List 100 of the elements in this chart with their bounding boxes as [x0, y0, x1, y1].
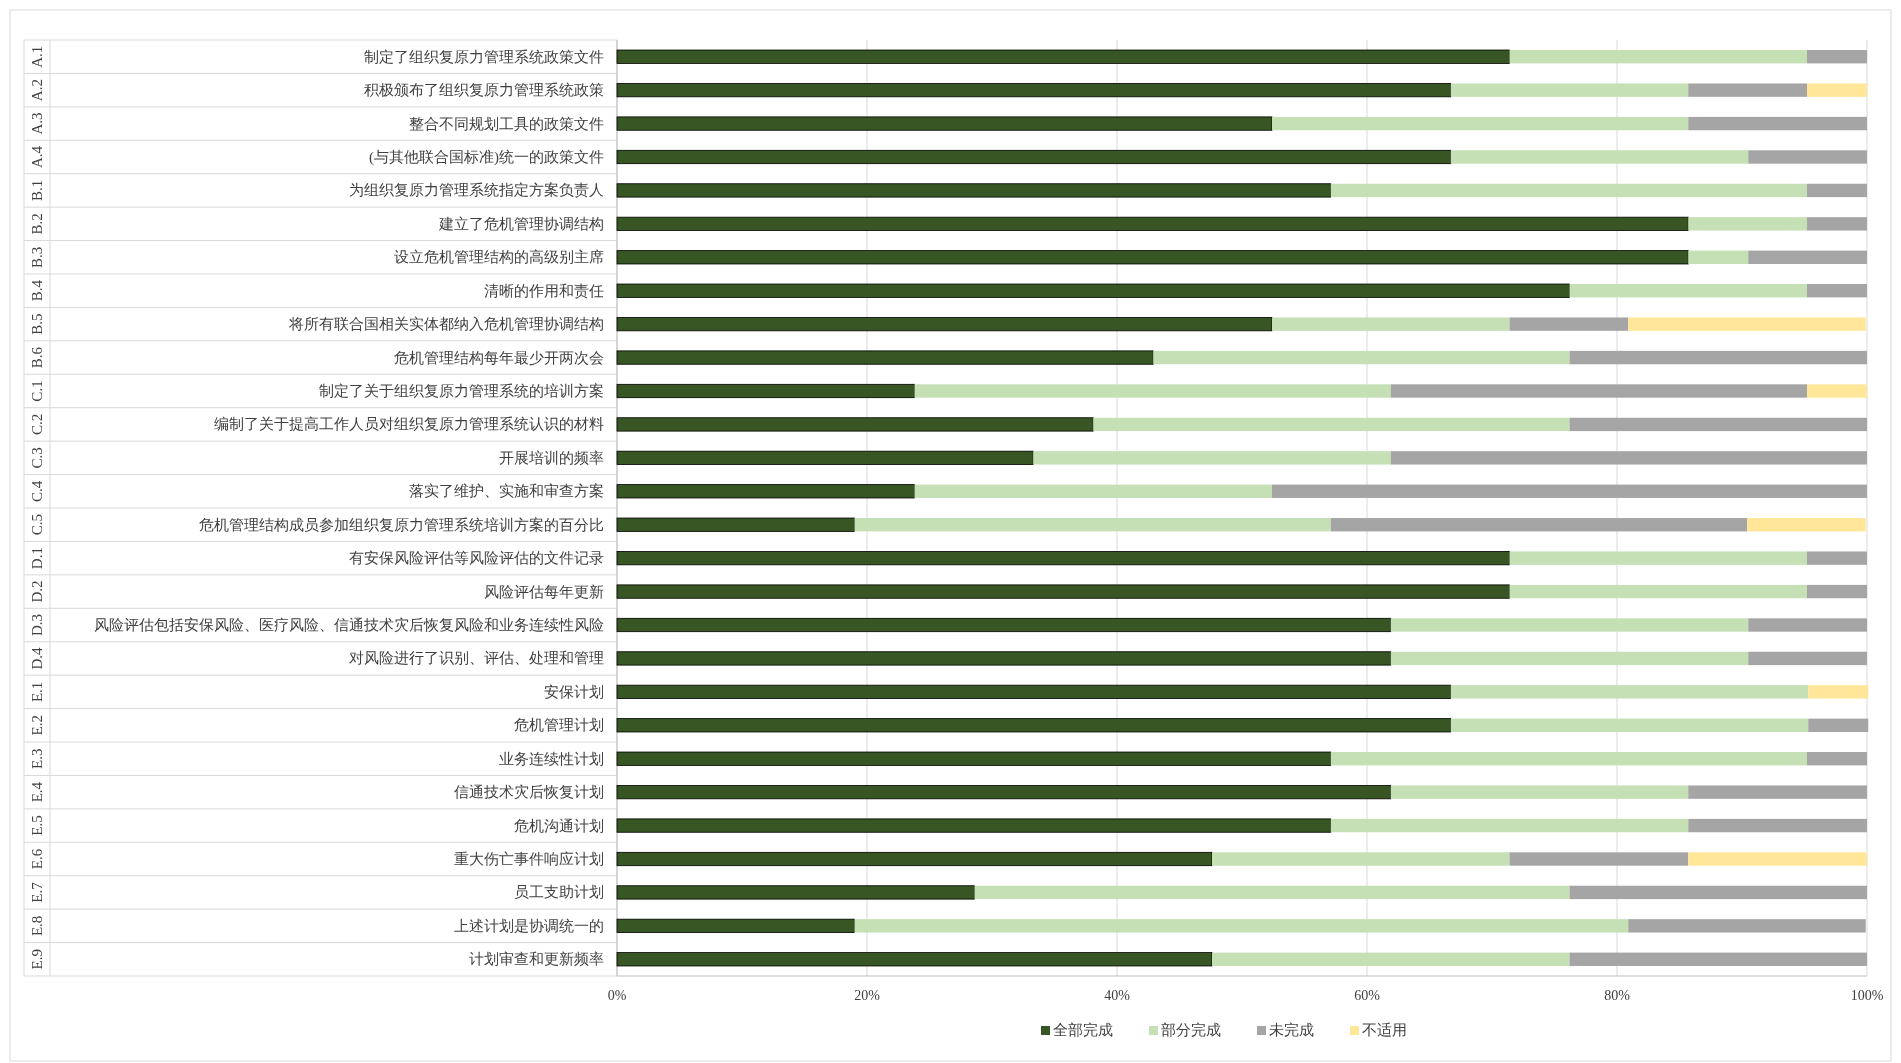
bar	[1509, 584, 1807, 599]
y-tick-label: 编制了关于提高工作人员对组织复原力管理系统认识的材料	[214, 416, 604, 433]
bar	[1688, 785, 1867, 799]
bar	[1688, 818, 1867, 833]
y2-tick-label: E.5	[29, 815, 45, 836]
bar	[1808, 685, 1869, 699]
x-tick-label: 0%	[607, 988, 627, 1003]
bar	[616, 149, 1452, 165]
bar	[1688, 217, 1807, 231]
bar	[616, 517, 855, 532]
y-tick-label: 开展培训的频率	[499, 449, 604, 466]
bar	[1330, 518, 1747, 532]
y2-tick-label: B.5	[29, 313, 45, 335]
y2-tick-label: A.2	[29, 79, 45, 102]
bar	[616, 183, 1332, 198]
bar	[1212, 952, 1570, 966]
bar	[1807, 50, 1867, 64]
bar	[1569, 284, 1807, 298]
y-tick-label: 将所有联合国相关实体都纳入危机管理协调结构	[288, 316, 604, 333]
bar	[616, 49, 1510, 64]
bar	[1272, 116, 1689, 131]
bar	[616, 617, 1392, 633]
y-tick-label: 制定了关于组织复原力管理系统的培训方案	[319, 383, 604, 399]
bar	[1272, 484, 1867, 498]
y-tick-label: 风险评估包括安保风险、医疗风险、信通技术灾后恢复风险和业务连续性风险	[94, 617, 604, 633]
bar	[616, 383, 915, 399]
y2-tick-label: C.5	[29, 514, 45, 536]
legend-label: 全部完成	[1053, 1022, 1113, 1038]
bar	[1330, 183, 1807, 198]
bar	[1807, 584, 1867, 599]
y2-tick-label: B.6	[29, 346, 45, 369]
y2-tick-label: A.3	[29, 112, 45, 135]
bar	[616, 818, 1332, 833]
bar	[1569, 417, 1867, 432]
bar	[1807, 384, 1867, 398]
bar	[1688, 116, 1867, 131]
x-tick-label: 80%	[1604, 988, 1631, 1003]
y-tick-label: 危机管理结构成员参加组织复原力管理系统培训方案的百分比	[199, 516, 604, 533]
y2-tick-label: C.3	[29, 447, 45, 469]
bar	[1807, 551, 1867, 565]
y2-tick-label: E.2	[29, 715, 45, 736]
y2-tick-label: C.2	[29, 413, 45, 436]
bar	[1093, 417, 1570, 432]
y2-tick-label: B.1	[29, 179, 45, 202]
bar	[1153, 350, 1570, 365]
bar	[616, 484, 915, 499]
bar	[616, 551, 1510, 566]
bar	[616, 718, 1452, 733]
bar	[1390, 651, 1749, 666]
y-tick-label: 危机沟通计划	[514, 817, 604, 834]
bar	[1450, 685, 1809, 699]
bar	[1569, 885, 1867, 900]
bar	[1330, 752, 1807, 766]
y2-tick-label: A.4	[29, 145, 45, 169]
y-tick-label: 对风险进行了识别、评估、处理和管理	[349, 650, 604, 667]
y-tick-label: 清晰的作用和责任	[484, 282, 604, 299]
legend-label: 未完成	[1269, 1022, 1314, 1038]
x-tick-label: 40%	[1104, 988, 1131, 1003]
bar	[914, 484, 1272, 498]
legend-label: 不适用	[1362, 1022, 1407, 1038]
bar	[616, 350, 1154, 365]
bar	[1748, 150, 1867, 164]
bar	[616, 785, 1392, 800]
y-tick-label: 有安保风险评估等风险评估的文件记录	[349, 550, 604, 567]
bar	[1330, 818, 1689, 833]
bar	[1450, 718, 1809, 732]
bar	[616, 417, 1094, 432]
y2-tick-label: C.4	[29, 480, 45, 502]
bar	[616, 250, 1689, 265]
bar	[1569, 350, 1867, 365]
y-tick-label: 危机管理结构每年最少开两次会	[394, 349, 604, 366]
bar	[1509, 50, 1807, 64]
bar	[1272, 317, 1510, 331]
bar	[616, 885, 975, 900]
bar	[1688, 250, 1749, 264]
bar	[1628, 919, 1866, 933]
y2-tick-label: E.6	[29, 848, 45, 870]
bar	[1628, 317, 1866, 331]
bar	[616, 83, 1452, 98]
y-tick-label: 设立危机管理结构的高级别主席	[394, 249, 604, 266]
bar	[616, 651, 1392, 666]
x-tick-label: 100%	[1850, 988, 1884, 1003]
bar	[854, 919, 1629, 933]
bar	[1450, 83, 1689, 97]
bar	[1390, 451, 1867, 465]
y-tick-label: 整合不同规划工具的政策文件	[409, 115, 604, 132]
x-tick-label: 60%	[1354, 988, 1381, 1003]
bar	[1509, 852, 1689, 866]
bar	[1450, 150, 1749, 164]
bar	[1748, 250, 1867, 264]
y-tick-label: 上述计划是协调统一的	[454, 917, 604, 934]
bar	[1688, 83, 1807, 97]
bar	[1390, 384, 1807, 398]
y-tick-label: 制定了组织复原力管理系统政策文件	[364, 48, 604, 65]
bar	[914, 384, 1391, 398]
y2-tick-label: B.3	[29, 246, 45, 268]
y2-tick-label: C.1	[29, 380, 45, 402]
bar	[974, 885, 1570, 900]
y-tick-label: 危机管理计划	[514, 717, 604, 734]
bar	[616, 851, 1213, 867]
